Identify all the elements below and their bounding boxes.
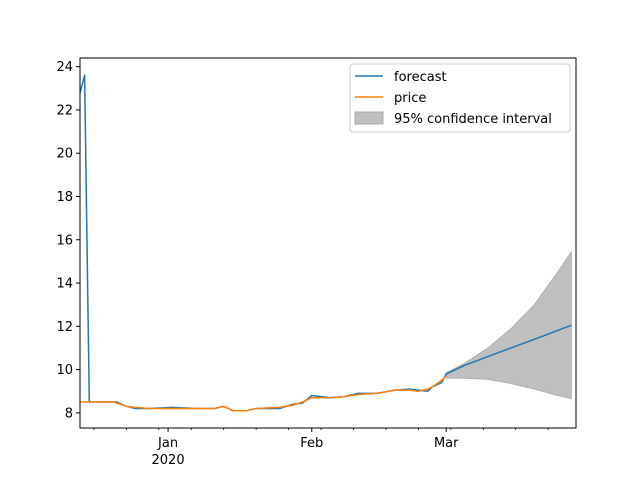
x-axis: Jan 2020 Feb Mar: [93, 428, 549, 468]
y-tick-label-18: 18: [56, 190, 73, 205]
axes-frame: [79, 57, 577, 429]
y-tick-label-20: 20: [56, 147, 73, 162]
y-tick-label-14: 14: [56, 277, 73, 292]
y-tick-label-10: 10: [56, 363, 73, 378]
legend-box: [349, 63, 571, 133]
plot-area: [79, 74, 572, 412]
y-tick-label-16: 16: [56, 233, 73, 248]
legend-swatch-confidence-interval: [354, 111, 384, 125]
x-tick-label-Feb: Feb: [300, 436, 323, 451]
y-tick-label-22: 22: [56, 103, 73, 118]
y-axis: 8 10 12 14 16 18 20 22 24: [56, 60, 80, 421]
x-tick-label-Jan: Jan: [157, 436, 178, 451]
legend-label-confidence-interval: 95% confidence interval: [394, 112, 552, 127]
legend: forecast price 95% confidence interval: [349, 63, 571, 133]
confidence-interval-band: [445, 250, 572, 400]
y-tick-label-12: 12: [56, 320, 73, 335]
legend-label-price: price: [394, 91, 426, 106]
legend-label-forecast: forecast: [394, 70, 447, 85]
y-tick-label-8: 8: [65, 406, 73, 421]
x-tick-sublabel-2020: 2020: [152, 453, 185, 468]
series-line-price: [80, 375, 447, 412]
y-tick-label-24: 24: [56, 60, 73, 75]
x-tick-label-Mar: Mar: [434, 436, 459, 451]
